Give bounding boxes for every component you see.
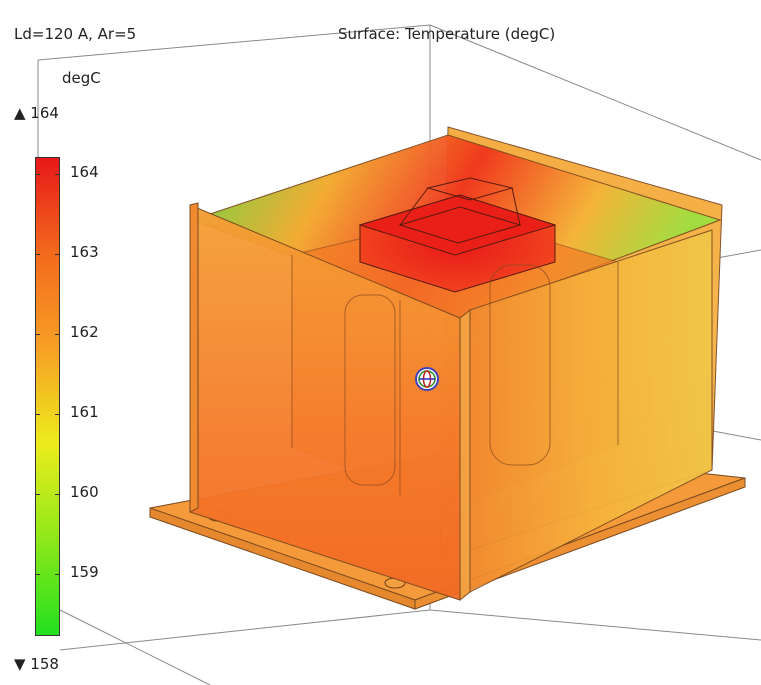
colorbar (35, 157, 60, 636)
colorbar-tick (55, 414, 60, 415)
colorbar-tick (35, 334, 40, 335)
colorbar-max-label: ▲ 164 (14, 104, 59, 122)
colorbar-tick (55, 574, 60, 575)
colorbar-tick-label: 163 (70, 243, 99, 261)
colorbar-tick-label: 160 (70, 483, 99, 501)
parameter-label: Ld=120 A, Ar=5 (14, 25, 137, 43)
colorbar-tick-label: 162 (70, 323, 99, 341)
colorbar-tick (55, 174, 60, 175)
colorbar-min-label: ▼ 158 (14, 655, 59, 673)
colorbar-tick (35, 174, 40, 175)
colorbar-tick (55, 334, 60, 335)
colorbar-tick (35, 414, 40, 415)
internal-outlines (291, 255, 619, 495)
colorbar-unit: degC (62, 69, 101, 87)
right-body-side (469, 229, 713, 593)
colorbar-tick (35, 494, 40, 495)
orbit-center-icon[interactable] (414, 366, 440, 392)
colorbar-tick (55, 254, 60, 255)
colorbar-tick (35, 574, 40, 575)
colorbar-tick (55, 494, 60, 495)
colorbar-tick-label: 164 (70, 163, 99, 181)
hot-core (358, 177, 557, 293)
plot-title: Surface: Temperature (degC) (338, 25, 556, 43)
colorbar-tick (35, 254, 40, 255)
colorbar-tick-label: 159 (70, 563, 99, 581)
colorbar-tick-label: 161 (70, 403, 99, 421)
